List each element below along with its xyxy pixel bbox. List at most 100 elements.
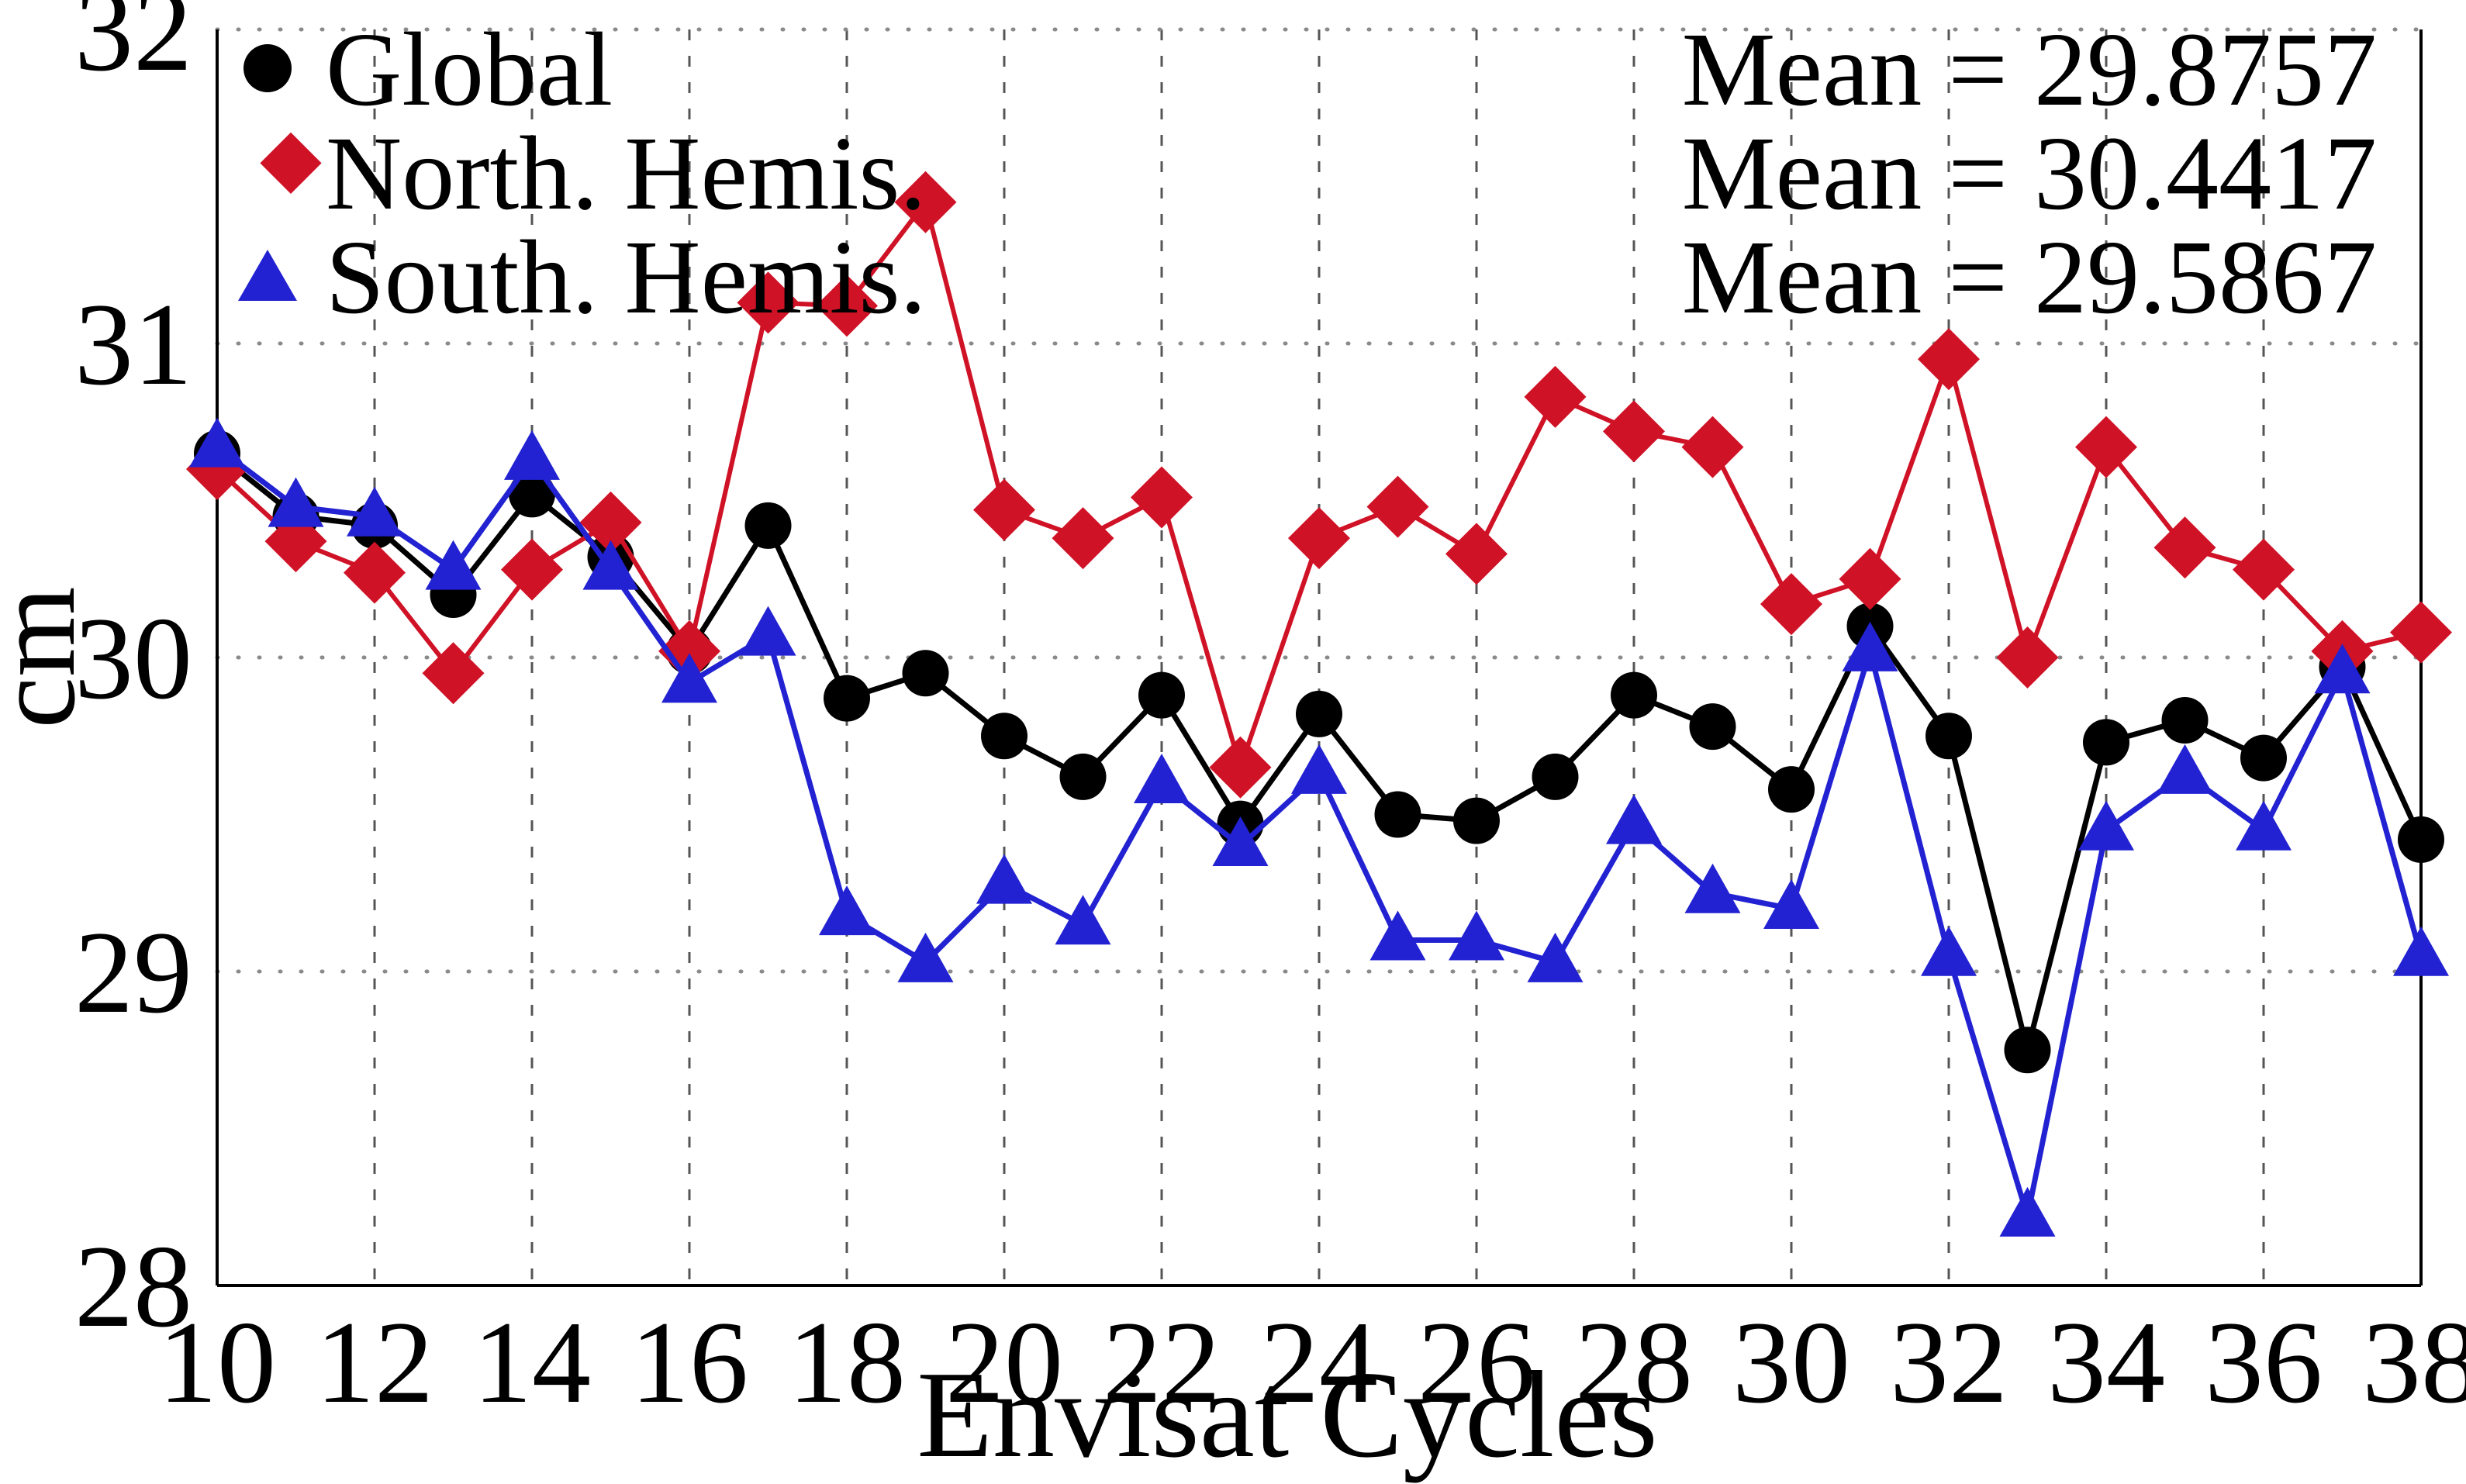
legend-label-north-hemis: North. Hemis.: [326, 116, 926, 232]
data-point-south-hemis-: [2314, 644, 2371, 694]
data-point-south-hemis-: [425, 540, 482, 590]
data-point-south-hemis-: [2078, 800, 2134, 851]
x-tick-label: 32: [1890, 1297, 2008, 1427]
x-tick-label: 10: [158, 1297, 276, 1427]
data-point-global: [744, 502, 792, 549]
data-point-south-hemis-: [1842, 621, 1898, 671]
data-point-south-hemis-: [1055, 895, 1111, 945]
data-point-north-hemis-: [1996, 626, 2059, 689]
data-point-north-hemis-: [344, 541, 406, 604]
data-point-south-hemis-: [2393, 926, 2449, 976]
data-point-north-hemis-: [1524, 365, 1587, 428]
data-point-global: [1532, 753, 1579, 800]
data-point-global: [824, 675, 870, 722]
data-point-global: [2240, 734, 2287, 782]
data-point-north-hemis-: [579, 491, 642, 554]
y-axis-title: cm: [0, 586, 99, 728]
y-tick-label: 29: [74, 907, 192, 1037]
data-point-global: [1374, 791, 1421, 838]
data-point-global: [1925, 713, 1972, 760]
x-tick-label: 20: [945, 1297, 1063, 1427]
y-tick-label: 31: [74, 279, 192, 409]
data-point-south-hemis-: [897, 932, 954, 982]
data-point-global: [509, 471, 555, 518]
x-tick-label: 34: [2047, 1297, 2165, 1427]
legend-marker-global-circle-icon: [243, 44, 292, 92]
data-point-south-hemis-: [2236, 800, 2292, 851]
data-point-global: [1611, 671, 1657, 719]
data-point-south-hemis-: [1449, 910, 1504, 961]
data-point-north-hemis-: [2153, 516, 2216, 579]
x-tick-label: 36: [2205, 1297, 2323, 1427]
data-point-south-hemis-: [1999, 1186, 2056, 1237]
data-point-north-hemis-: [737, 271, 800, 334]
data-series: [186, 171, 2452, 1237]
legend-marker-north-diamond-icon: [260, 132, 322, 194]
data-point-south-hemis-: [740, 606, 796, 656]
data-point-south-hemis-: [976, 854, 1032, 904]
data-point-south-hemis-: [504, 430, 560, 480]
data-point-north-hemis-: [816, 274, 878, 337]
x-tick-label: 30: [1732, 1297, 1850, 1427]
data-point-south-hemis-: [661, 653, 717, 703]
data-point-south-hemis-: [1369, 910, 1426, 961]
data-point-global: [1768, 766, 1815, 813]
data-point-south-hemis-: [1212, 816, 1269, 866]
x-tick-label: 26: [1418, 1297, 1535, 1427]
data-point-global: [1453, 797, 1500, 844]
data-point-south-hemis-: [1134, 754, 1190, 803]
data-point-north-hemis-: [1209, 736, 1272, 799]
data-point-north-hemis-: [973, 478, 1035, 541]
data-point-north-hemis-: [2233, 538, 2295, 601]
data-point-south-hemis-: [1684, 863, 1741, 913]
data-point-south-hemis-: [1291, 744, 1347, 794]
data-point-north-hemis-: [658, 619, 720, 682]
tick-labels: 10 12 14 16 18 20 22 24 26 28 30 32 34 36 38 28 29 30 31 32: [74, 0, 2466, 1427]
data-point-north-hemis-: [2390, 601, 2452, 664]
data-point-south-hemis-: [189, 417, 245, 468]
x-tick-label: 12: [316, 1297, 433, 1427]
data-point-south-hemis-: [1921, 926, 1977, 976]
data-point-global: [1296, 690, 1342, 737]
data-point-north-hemis-: [1445, 523, 1508, 585]
data-point-north-hemis-: [1131, 466, 1193, 529]
x-axis-title: Envisat Cycles: [917, 1345, 1657, 1483]
x-tick-label: 14: [473, 1297, 591, 1427]
legend: Global North. Hemis. South. Hemis.: [238, 12, 927, 336]
data-point-global: [2161, 697, 2209, 744]
data-point-south-hemis-: [819, 885, 875, 936]
mean-value-global: Mean = 29.8757: [1682, 12, 2377, 128]
legend-label-south-hemis: South. Hemis.: [326, 219, 927, 336]
y-tick-label: 30: [74, 593, 192, 723]
legend-marker-south-triangle-icon: [238, 250, 297, 301]
x-tick-label: 24: [1260, 1297, 1378, 1427]
data-point-north-hemis-: [1366, 475, 1429, 538]
data-point-global: [1138, 671, 1185, 719]
data-point-south-hemis-: [1527, 932, 1584, 982]
data-point-north-hemis-: [422, 642, 485, 705]
x-tick-label: 38: [2362, 1297, 2466, 1427]
data-point-north-hemis-: [1918, 328, 1980, 391]
y-tick-label: 28: [74, 1221, 192, 1351]
data-point-north-hemis-: [1603, 400, 1665, 463]
data-point-global: [1689, 703, 1736, 751]
data-point-south-hemis-: [1606, 794, 1662, 844]
data-point-south-hemis-: [2157, 744, 2213, 794]
data-point-south-hemis-: [582, 540, 639, 590]
data-point-south-hemis-: [1763, 879, 1819, 929]
data-point-global: [2083, 719, 2129, 766]
data-point-north-hemis-: [1681, 416, 1744, 478]
data-point-north-hemis-: [1760, 573, 1822, 636]
mean-value-south-hemis: Mean = 29.5867: [1682, 219, 2377, 336]
data-point-north-hemis-: [2075, 416, 2137, 478]
y-tick-label: 32: [74, 0, 192, 95]
data-point-global: [981, 713, 1028, 760]
x-tick-label: 22: [1103, 1297, 1221, 1427]
mean-value-north-hemis: Mean = 30.4417: [1682, 116, 2377, 232]
data-point-global: [2004, 1027, 2051, 1074]
data-point-north-hemis-: [1288, 507, 1350, 570]
data-point-global: [1059, 753, 1107, 800]
x-tick-label: 28: [1575, 1297, 1693, 1427]
